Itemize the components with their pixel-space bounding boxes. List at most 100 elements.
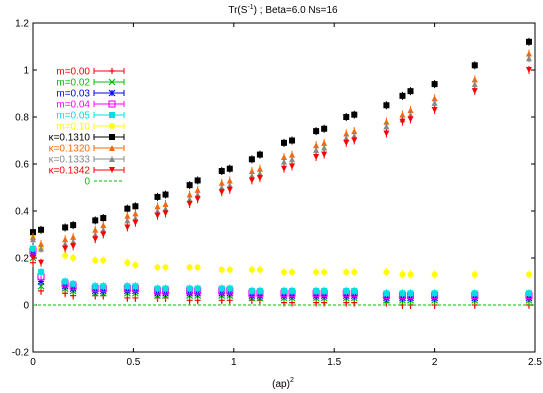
data-point [62,252,69,259]
data-point [38,269,45,276]
series-9 [30,66,532,267]
data-point [226,186,233,193]
legend-label: κ=0.1342 [49,166,91,177]
data-point [407,116,414,123]
data-point [407,290,414,297]
data-point [431,106,438,113]
data-point [407,111,414,118]
legend-label: m=0.05 [56,111,90,122]
data-point [186,196,193,203]
legend-label: m=0.03 [56,89,90,100]
series-layer [29,37,535,309]
legend-label: κ=0.1310 [49,133,91,144]
data-point [162,285,169,292]
data-point [471,81,478,88]
data-point [154,212,161,219]
data-point [92,257,99,264]
data-point [281,269,287,276]
data-point [38,245,45,252]
data-point [124,205,131,212]
x-tick-label: 1 [231,357,237,368]
data-point [281,139,287,146]
data-point [525,271,532,278]
data-point [313,153,320,160]
data-point [399,92,406,99]
y-tick-label: 0.2 [15,254,29,265]
chart-title: Tr(S-1) ; Beta=6.0 Ns=16 [228,4,338,16]
data-point [351,111,358,118]
series-4 [30,244,532,298]
data-point [30,245,36,252]
legend-label: m=0.02 [56,78,90,89]
data-point [30,236,36,243]
data-point [383,123,390,130]
data-point [399,118,406,125]
data-point [38,259,45,266]
legend-marker [109,123,115,129]
y-tick-label: 1 [23,66,29,77]
data-point [471,290,478,297]
data-point [343,269,350,276]
y-tick-label: 0 [23,301,29,312]
data-point [70,222,77,229]
plot-frame [32,22,536,353]
data-point [70,243,77,250]
data-point [313,146,320,153]
data-point [70,233,77,240]
data-point [321,125,328,132]
y-tick-label: 0.8 [15,113,29,124]
data-point [226,182,233,189]
data-point [343,135,350,142]
x-tick-label: 2 [432,357,438,368]
data-point [256,165,263,172]
data-point [256,287,263,294]
data-point [343,287,350,294]
y-tick-label: 1.2 [15,19,29,30]
data-point [186,264,193,271]
data-point [248,156,255,163]
data-point [351,137,358,144]
data-point [525,290,532,297]
legend-marker [109,112,115,118]
legend-marker [108,100,116,108]
data-point [383,269,390,276]
x-tick-label: 1.5 [327,357,341,368]
series-3 [29,246,533,300]
data-point [194,264,201,271]
data-point [351,128,358,135]
data-point [525,67,532,73]
data-point [407,271,414,278]
data-point [471,271,478,278]
data-point [132,210,139,217]
data-point [186,285,193,292]
data-point [407,106,414,113]
data-point [471,88,478,95]
data-point [154,285,161,292]
data-point [62,224,69,231]
data-point [313,287,320,294]
data-point [289,151,296,158]
data-point [313,142,320,149]
data-point [248,177,255,184]
data-point [289,163,296,170]
data-point [194,191,201,198]
data-point [281,287,287,294]
legend-marker [108,78,116,86]
data-point [471,76,478,83]
data-point [186,200,193,207]
data-point [248,266,255,273]
data-point [194,186,201,193]
data-point [351,269,358,276]
data-point [100,222,107,229]
data-point [92,226,99,233]
data-point [471,62,478,69]
data-point [431,95,438,102]
data-point [218,184,225,191]
data-point [226,266,233,273]
data-point [321,151,328,158]
legend-label: m=0.04 [56,100,90,111]
data-point [383,118,390,125]
data-point [194,196,201,203]
legend-marker [109,156,115,162]
data-point [248,287,255,294]
